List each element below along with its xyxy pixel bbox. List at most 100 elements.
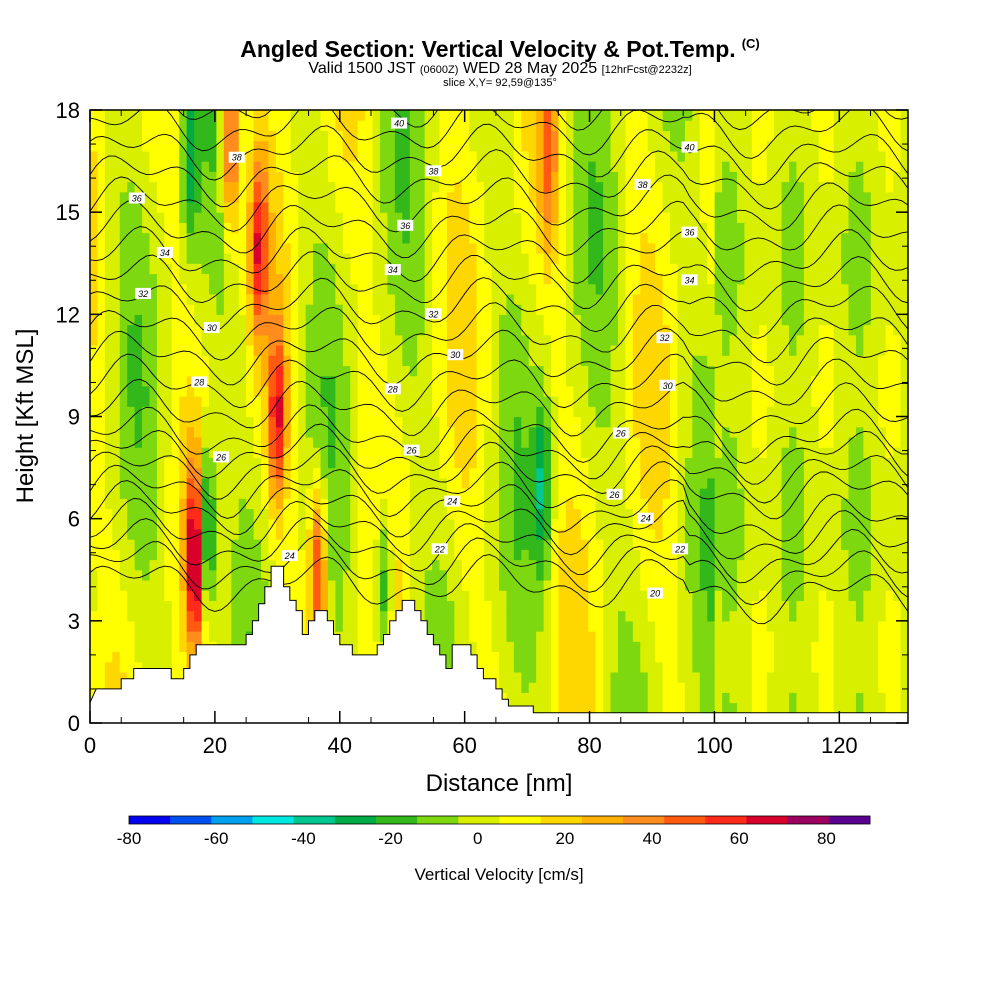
velocity-cell	[551, 273, 560, 285]
velocity-cell	[610, 447, 619, 458]
velocity-cell	[513, 661, 522, 673]
velocity-cell	[164, 600, 173, 612]
velocity-cell	[491, 355, 500, 367]
velocity-cell	[387, 488, 396, 499]
velocity-cell	[313, 559, 322, 571]
velocity-cell	[536, 549, 545, 561]
velocity-cell	[677, 426, 686, 438]
velocity-cell	[632, 569, 641, 581]
velocity-cell	[536, 610, 545, 622]
velocity-cell	[417, 579, 426, 591]
velocity-cell	[684, 375, 693, 387]
velocity-cell	[476, 549, 485, 561]
velocity-cell	[350, 641, 359, 653]
velocity-cell	[632, 161, 641, 172]
velocity-cell	[506, 559, 515, 571]
velocity-cell	[90, 375, 99, 387]
velocity-cell	[127, 304, 136, 315]
velocity-cell	[603, 610, 612, 622]
velocity-cell	[149, 416, 158, 428]
velocity-cell	[446, 406, 455, 418]
velocity-cell	[424, 569, 433, 581]
velocity-cell	[588, 314, 597, 326]
velocity-cell	[662, 171, 671, 183]
velocity-cell	[290, 447, 299, 458]
velocity-cell	[528, 365, 537, 377]
velocity-cell	[305, 140, 314, 152]
velocity-cell	[350, 273, 359, 285]
velocity-cell	[692, 171, 701, 183]
velocity-cell	[588, 579, 597, 591]
velocity-cell	[365, 150, 374, 162]
velocity-cell	[186, 161, 195, 172]
velocity-cell	[112, 130, 121, 142]
velocity-cell	[97, 334, 106, 346]
velocity-cell	[580, 559, 589, 571]
velocity-cell	[595, 620, 604, 632]
velocity-cell	[670, 181, 679, 193]
velocity-cell	[268, 355, 277, 367]
velocity-cell	[655, 457, 664, 469]
velocity-cell	[625, 314, 634, 326]
velocity-cell	[246, 426, 255, 438]
velocity-cell	[439, 467, 448, 479]
velocity-cell	[246, 436, 255, 448]
velocity-cell	[305, 569, 314, 581]
velocity-cell	[692, 671, 701, 683]
velocity-cell	[461, 396, 470, 407]
velocity-cell	[699, 314, 708, 326]
velocity-cell	[380, 569, 389, 581]
velocity-cell	[402, 375, 411, 387]
velocity-cell	[97, 222, 106, 234]
velocity-cell	[655, 110, 664, 121]
velocity-cell	[699, 406, 708, 418]
velocity-cell	[238, 610, 247, 622]
velocity-cell	[246, 467, 255, 479]
velocity-cell	[186, 304, 195, 315]
velocity-cell	[476, 263, 485, 275]
velocity-cell	[603, 150, 612, 162]
velocity-cell	[365, 508, 374, 520]
velocity-cell	[446, 365, 455, 377]
velocity-cell	[469, 488, 478, 499]
velocity-cell	[208, 396, 218, 407]
velocity-cell	[283, 559, 292, 571]
velocity-cell	[573, 702, 582, 714]
velocity-cell	[573, 682, 582, 693]
velocity-cell	[208, 161, 218, 172]
velocity-cell	[617, 457, 627, 469]
velocity-cell	[655, 263, 664, 275]
velocity-cell	[409, 477, 418, 489]
velocity-cell	[298, 150, 307, 162]
velocity-cell	[580, 692, 589, 704]
velocity-cell	[409, 150, 418, 162]
velocity-cell	[298, 263, 307, 275]
velocity-cell	[640, 222, 649, 234]
velocity-cell	[573, 549, 582, 561]
velocity-cell	[670, 549, 679, 561]
velocity-cell	[625, 569, 634, 581]
velocity-cell	[588, 161, 597, 172]
velocity-cell	[372, 120, 381, 132]
velocity-cell	[186, 406, 195, 418]
velocity-cell	[246, 528, 255, 540]
velocity-cell	[208, 293, 218, 305]
velocity-cell	[551, 140, 560, 152]
velocity-cell	[662, 651, 671, 663]
velocity-cell	[335, 590, 344, 601]
velocity-cell	[454, 600, 463, 612]
velocity-cell	[238, 559, 247, 571]
velocity-cell	[573, 396, 582, 407]
velocity-cell	[424, 477, 433, 489]
velocity-cell	[246, 273, 255, 285]
velocity-cell	[543, 682, 552, 693]
velocity-cell	[268, 222, 277, 234]
velocity-cell	[305, 590, 314, 601]
velocity-cell	[647, 324, 656, 336]
velocity-cell	[692, 334, 701, 346]
velocity-cell	[580, 212, 589, 223]
velocity-cell	[327, 549, 336, 561]
velocity-cell	[194, 273, 203, 285]
velocity-cell	[283, 457, 292, 469]
velocity-cell	[186, 263, 195, 275]
